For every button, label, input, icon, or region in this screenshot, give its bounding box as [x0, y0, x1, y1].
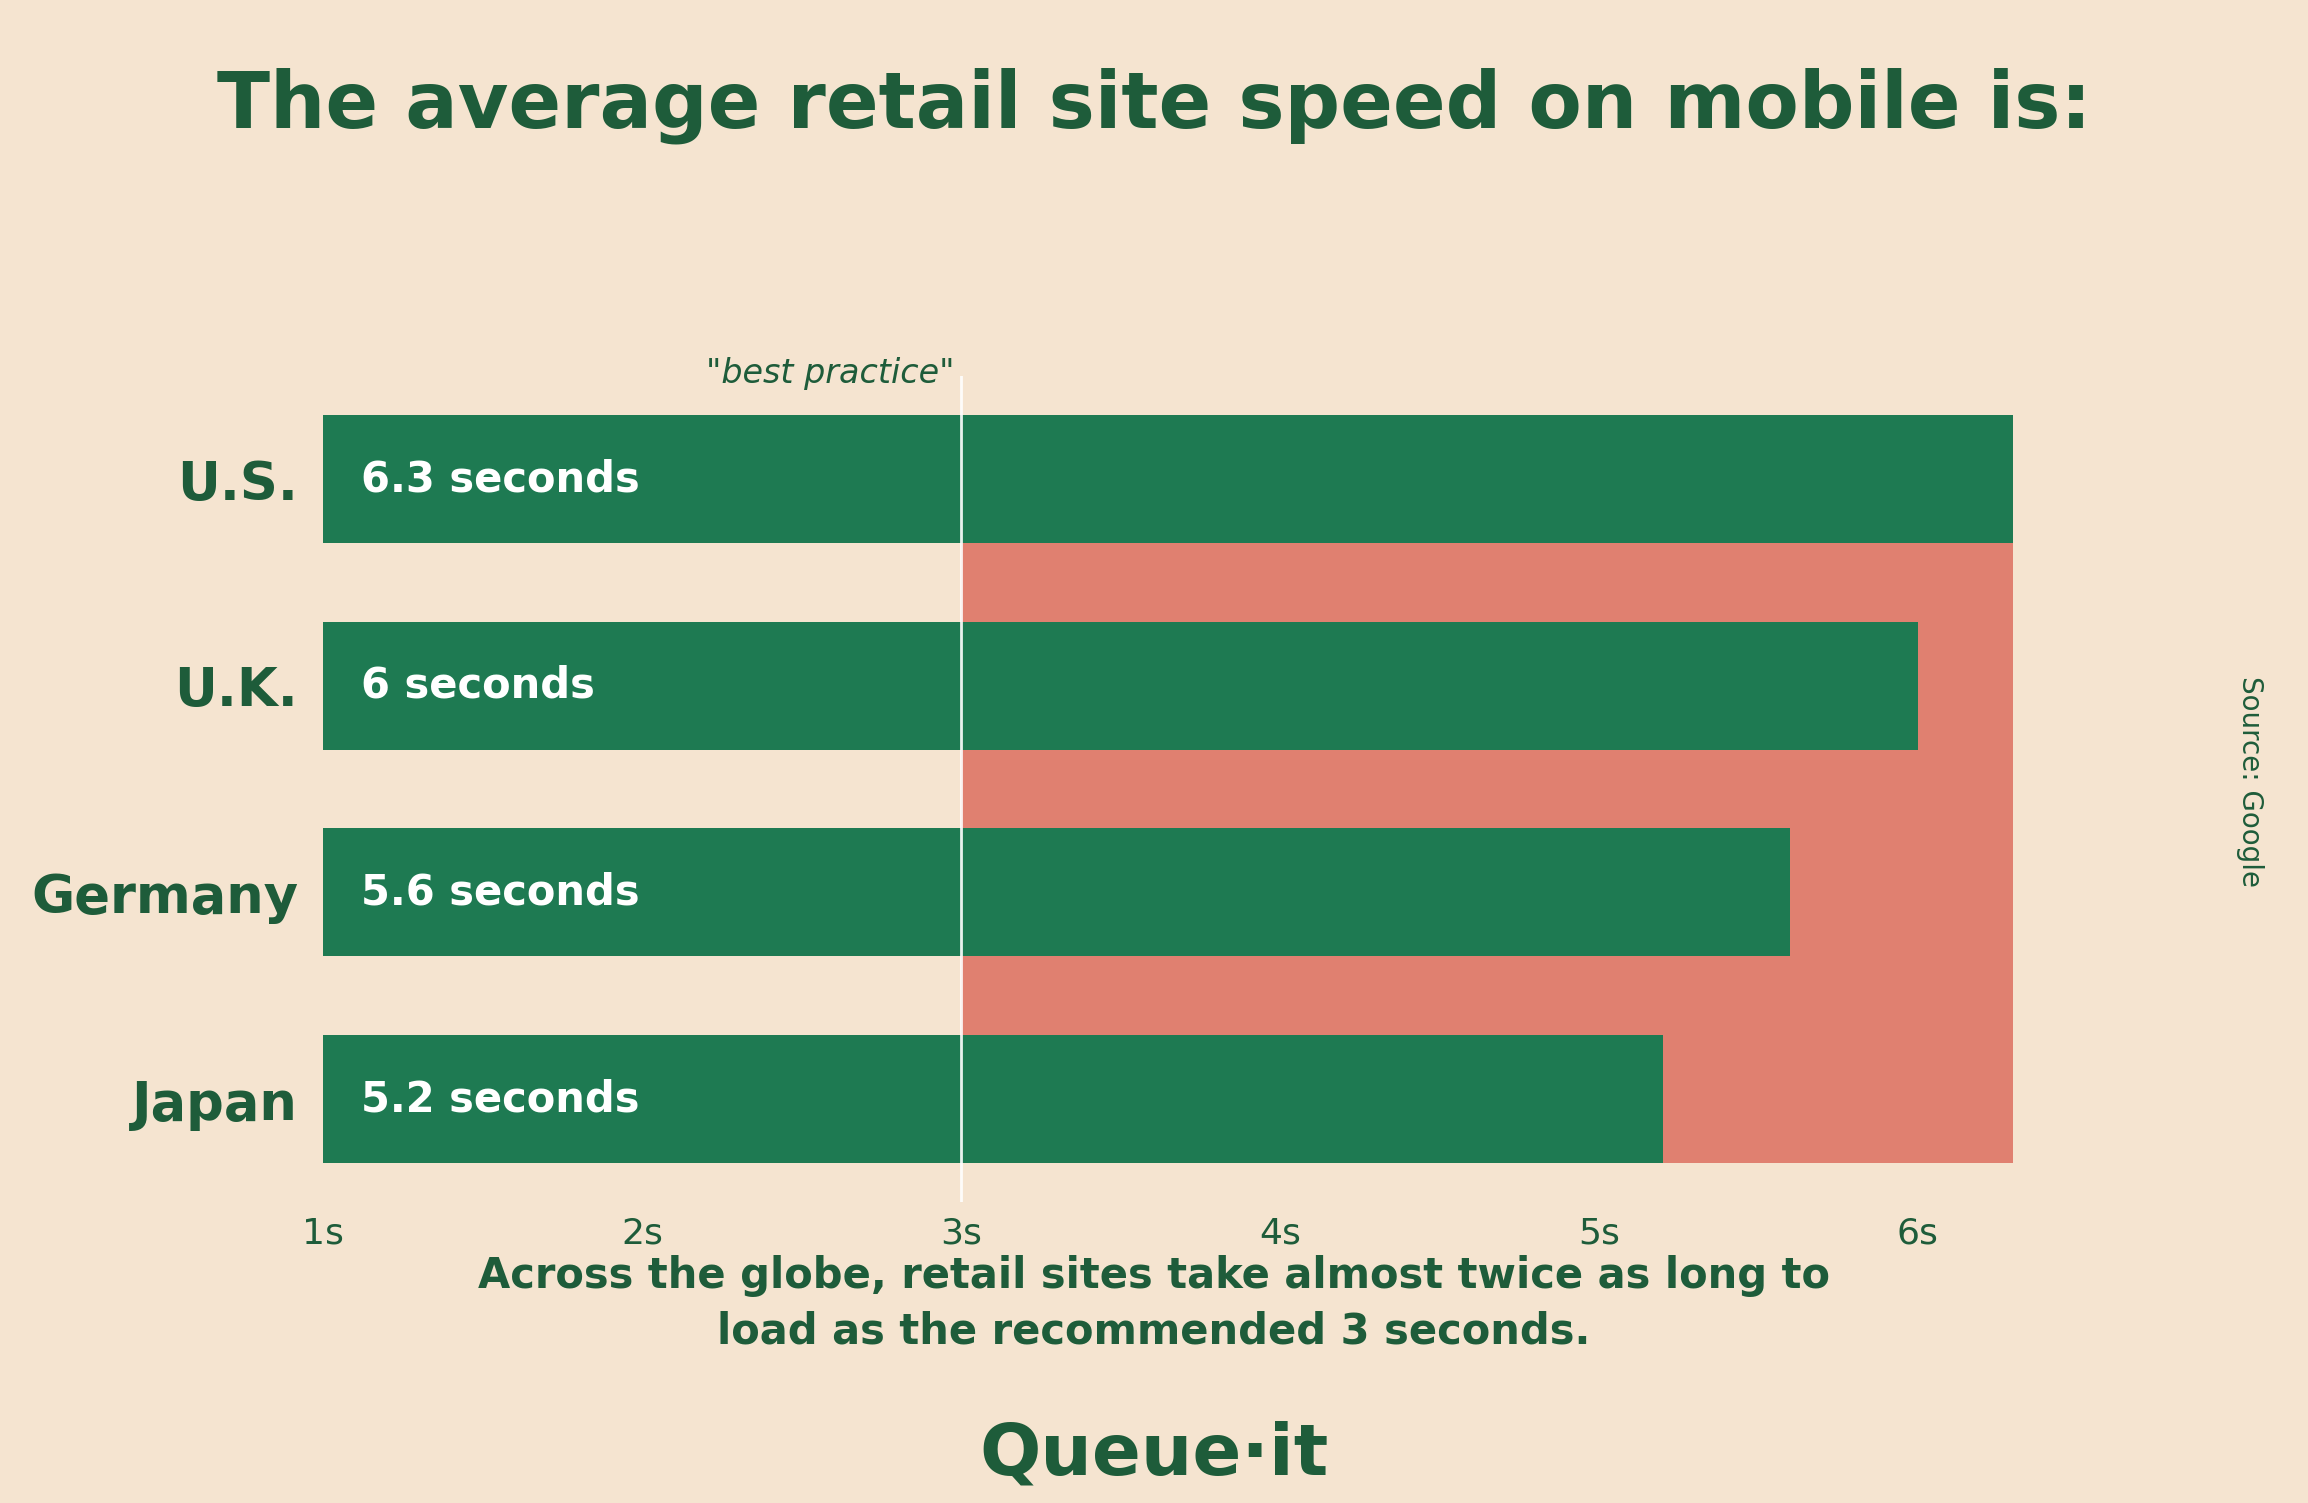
Text: 6.3 seconds: 6.3 seconds	[362, 458, 639, 500]
Text: "best practice": "best practice"	[706, 358, 956, 391]
Text: Source: Google: Source: Google	[2236, 676, 2264, 887]
Text: 5.6 seconds: 5.6 seconds	[362, 872, 639, 914]
Bar	[323, 622, 1918, 750]
Bar	[323, 415, 2013, 543]
Text: Across the globe, retail sites take almost twice as long to
load as the recommen: Across the globe, retail sites take almo…	[478, 1255, 1830, 1353]
Bar	[323, 1036, 1662, 1163]
Text: 6 seconds: 6 seconds	[362, 664, 595, 706]
Bar	[323, 828, 1791, 956]
Text: 5.2 seconds: 5.2 seconds	[362, 1078, 639, 1120]
Text: The average retail site speed on mobile is:: The average retail site speed on mobile …	[217, 68, 2091, 144]
Bar	[960, 415, 2013, 1163]
Text: Queue·it: Queue·it	[979, 1420, 1329, 1489]
